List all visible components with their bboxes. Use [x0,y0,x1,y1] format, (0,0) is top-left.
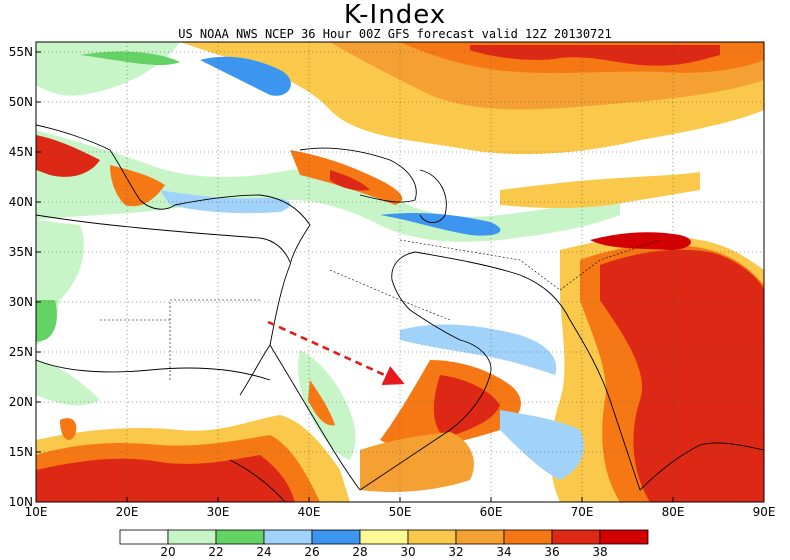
colorbar-swatch [311,529,361,545]
chart-title: K-Index [343,0,447,30]
contour-redsea [298,350,356,460]
lat-tick-label: 55N [9,45,33,59]
lon-tick-label: 20E [116,505,139,519]
colorbar-label: 34 [496,545,511,559]
colorbar-label: 30 [400,545,415,559]
lat-tick-label: 35N [9,245,33,259]
gridlines [36,42,764,502]
lon-tick-label: 60E [480,505,503,519]
lat-tick-label: 40N [9,195,33,209]
lat-tick-label: 30N [9,295,33,309]
colorbar-swatch [551,529,601,545]
coastlines [36,124,764,502]
lon-tick-label: 80E [662,505,685,519]
lon-tick-label: 10E [25,505,48,519]
colorbar-swatch [455,529,505,545]
colorbar-label: 32 [448,545,463,559]
colorbar: 20 22 24 26 28 30 32 34 36 38 [119,529,649,559]
colorbar-swatch [263,529,313,545]
lat-tick-label: 50N [9,95,33,109]
colorbar-swatch [215,529,265,545]
lon-tick-label: 30E [207,505,230,519]
country-borders [100,239,661,380]
colorbar-label: 38 [592,545,607,559]
colorbar-label: 24 [256,545,271,559]
contour-balkans [36,130,700,242]
contour-india [550,232,764,502]
lon-tick-label: 50E [389,505,412,519]
colorbar-swatch [167,529,217,545]
lat-tick-label: 20N [9,395,33,409]
contour-arabia-east [360,324,584,492]
colorbar-swatch [599,529,649,545]
lon-tick-label: 70E [571,505,594,519]
colorbar-label: 36 [544,545,559,559]
colorbar-label: 28 [352,545,367,559]
colorbar-swatch [119,529,169,545]
lat-tick-label: 10N [9,495,33,509]
contour-north [36,42,764,155]
axis-ticks: 10E 20E 30E 40E 50E 60E 70E 80E 90E 10N 15N 20N 25N 3… [9,45,776,519]
annotation-arrow [267,320,405,386]
lat-tick-label: 25N [9,345,33,359]
lat-tick-label: 15N [9,445,33,459]
colorbar-label: 26 [304,545,319,559]
lat-tick-label: 45N [9,145,33,159]
colorbar-swatch [407,529,457,545]
colorbar-swatch [503,529,553,545]
contour-west [36,220,84,345]
colorbar-swatch [359,529,409,545]
chart-subtitle: US NOAA NWS NCEP 36 Hour 00Z GFS forecas… [178,27,612,41]
lon-tick-label: 90E [753,505,776,519]
lon-tick-label: 40E [298,505,321,519]
colorbar-label: 22 [208,545,223,559]
colorbar-label: 20 [160,545,175,559]
